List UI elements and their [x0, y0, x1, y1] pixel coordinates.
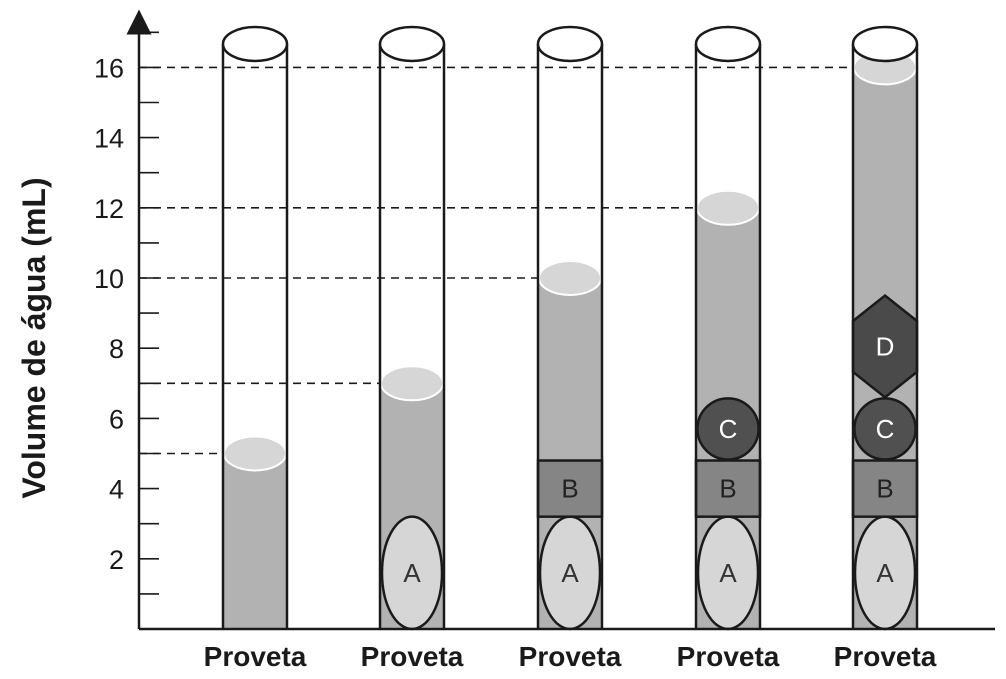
object-a-label: A — [719, 558, 737, 588]
y-tick-label: 8 — [109, 334, 124, 364]
graduated-cylinder: A BC D Proveta — [834, 25, 937, 672]
water-meniscus — [538, 260, 602, 296]
cylinder-rim — [694, 25, 762, 63]
graduated-cylinder: Proveta — [204, 25, 307, 672]
cylinder-rim — [221, 25, 289, 63]
cylinder-group: ProvetaAProvetaABProvetaABCProvetaABCDPr… — [204, 25, 937, 672]
object-b-label: B — [561, 474, 578, 504]
y-axis: 2 4 6 8 10 12 14 16 — [94, 9, 995, 631]
y-tick-label: 10 — [94, 264, 124, 294]
y-tick-label: 6 — [109, 404, 124, 434]
y-axis-arrow — [130, 12, 148, 28]
cylinder-label: Proveta — [204, 641, 307, 672]
cylinder-rim — [851, 25, 919, 63]
cylinder-label: Proveta — [519, 641, 622, 672]
cylinder-rim — [378, 25, 446, 63]
water-meniscus — [380, 365, 444, 402]
object-b-label: B — [719, 474, 736, 504]
object-b-block — [536, 459, 604, 518]
object-a-label: A — [561, 558, 579, 588]
object-b-label: B — [876, 474, 893, 504]
y-tick-label: 4 — [109, 475, 124, 505]
cylinder-label: Proveta — [677, 641, 780, 672]
y-tick-label: 2 — [109, 545, 124, 575]
graduated-cylinder: A Proveta — [361, 25, 464, 672]
graduated-cylinder: A B Proveta — [519, 25, 622, 672]
graduated-cylinder: A BC Proveta — [677, 25, 780, 672]
cylinder-label: Proveta — [361, 641, 464, 672]
object-c-label: C — [719, 414, 738, 444]
object-d-label: D — [876, 331, 895, 361]
object-a-label: A — [403, 558, 421, 588]
water — [223, 453, 287, 629]
cylinder-label: Proveta — [834, 641, 937, 672]
object-a-label: A — [876, 558, 894, 588]
y-axis-title: Volume de água (mL) — [16, 177, 52, 498]
cylinder-rim — [536, 25, 604, 63]
object-c-label: C — [876, 414, 895, 444]
water-meniscus — [696, 189, 760, 226]
y-tick-label: 14 — [94, 124, 124, 154]
water-meniscus — [223, 435, 287, 472]
y-tick-label: 12 — [94, 194, 124, 224]
object-c-sphere — [696, 397, 760, 461]
y-tick-label: 16 — [94, 53, 124, 83]
